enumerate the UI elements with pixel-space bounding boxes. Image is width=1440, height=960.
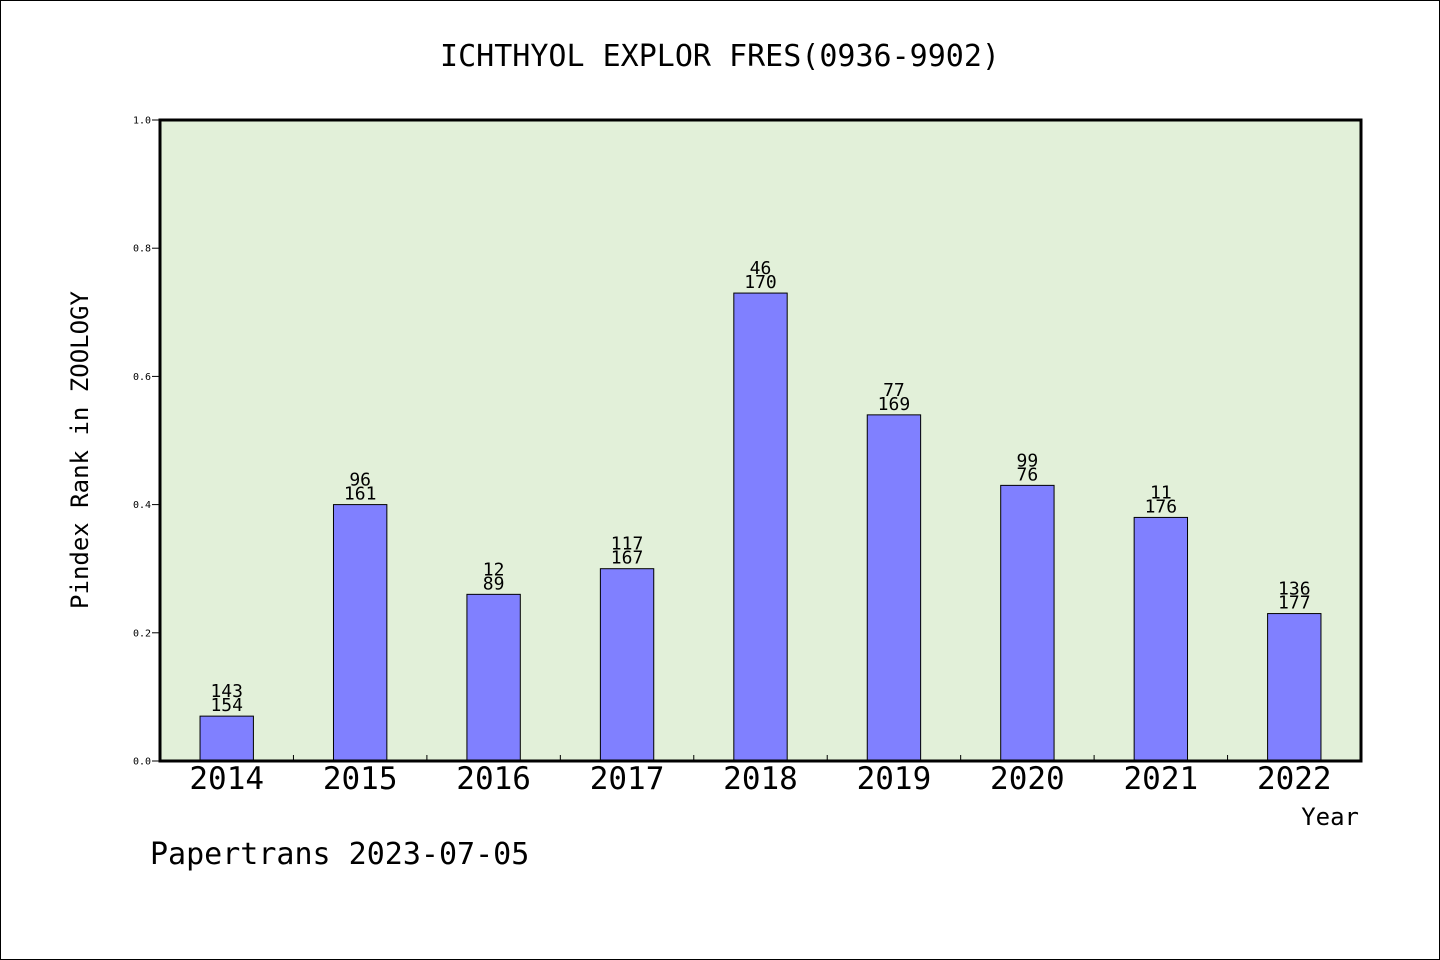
bar-2021 xyxy=(1133,516,1189,762)
bar-label-top: 136 xyxy=(1278,579,1311,600)
bar-label-bottom: 154 xyxy=(210,695,243,716)
y-tick-label: 1.0 xyxy=(133,116,151,127)
bar-2016 xyxy=(466,593,521,762)
plot-border xyxy=(158,118,1363,763)
bar-label-bottom: 177 xyxy=(1278,593,1311,614)
bar-label-top: 12 xyxy=(483,559,505,580)
x-tick-label: 2022 xyxy=(1257,761,1332,797)
bar-label-top: 46 xyxy=(750,258,772,279)
x-tick-label: 2019 xyxy=(857,761,932,797)
bar-label-top: 77 xyxy=(883,380,905,401)
y-tick-label: 0.8 xyxy=(133,244,151,255)
bar-2018 xyxy=(733,292,788,762)
bar-label-bottom: 176 xyxy=(1145,496,1178,517)
bar-label-top: 143 xyxy=(210,681,243,702)
bar-2014 xyxy=(199,715,254,762)
x-tick-label: 2020 xyxy=(990,761,1065,797)
bar-2020 xyxy=(1000,484,1055,762)
bar-label-bottom: 170 xyxy=(744,272,777,293)
bar-label-top: 117 xyxy=(611,534,644,555)
y-tick-label: 0.0 xyxy=(133,757,151,768)
bar-label-top: 96 xyxy=(349,470,371,491)
x-tick-label: 2018 xyxy=(723,761,798,797)
bar-2022 xyxy=(1267,613,1322,762)
y-tick-label: 0.4 xyxy=(133,500,151,511)
bar-label-bottom: 161 xyxy=(344,484,377,505)
x-tick-label: 2016 xyxy=(456,761,531,797)
x-tick-label: 2021 xyxy=(1124,761,1199,797)
x-tick-label: 2017 xyxy=(590,761,665,797)
y-axis-title: Pindex Rank in ZOOLOGY xyxy=(66,291,94,609)
bar-label-top: 11 xyxy=(1150,482,1172,503)
bar-2019 xyxy=(866,414,922,762)
bar-label-top: 99 xyxy=(1017,450,1039,471)
chart-title: ICHTHYOL EXPLOR FRES(0936-9902) xyxy=(440,39,1000,74)
bar-2017 xyxy=(599,568,655,762)
x-axis-ticks: 2014 2015 2016 2017 2018 2019 2020 2021 2022 xyxy=(189,755,1332,797)
bar-label-bottom: 76 xyxy=(1017,464,1039,485)
bar-label-bottom: 89 xyxy=(483,573,505,594)
y-axis-ticks: 0.0 0.2 0.4 0.6 0.8 1.0 xyxy=(133,116,160,768)
y-tick-label: 0.2 xyxy=(133,628,151,639)
bars xyxy=(199,292,1322,762)
bar-2015 xyxy=(332,504,388,762)
y-tick-label: 0.6 xyxy=(133,372,151,383)
x-tick-label: 2014 xyxy=(189,761,264,797)
footer-credit: Papertrans 2023-07-05 xyxy=(150,837,529,872)
bar-label-bottom: 169 xyxy=(878,394,911,415)
x-axis-title: Year xyxy=(1301,803,1359,831)
x-tick-label: 2015 xyxy=(323,761,398,797)
bar-label-bottom: 167 xyxy=(611,548,644,569)
